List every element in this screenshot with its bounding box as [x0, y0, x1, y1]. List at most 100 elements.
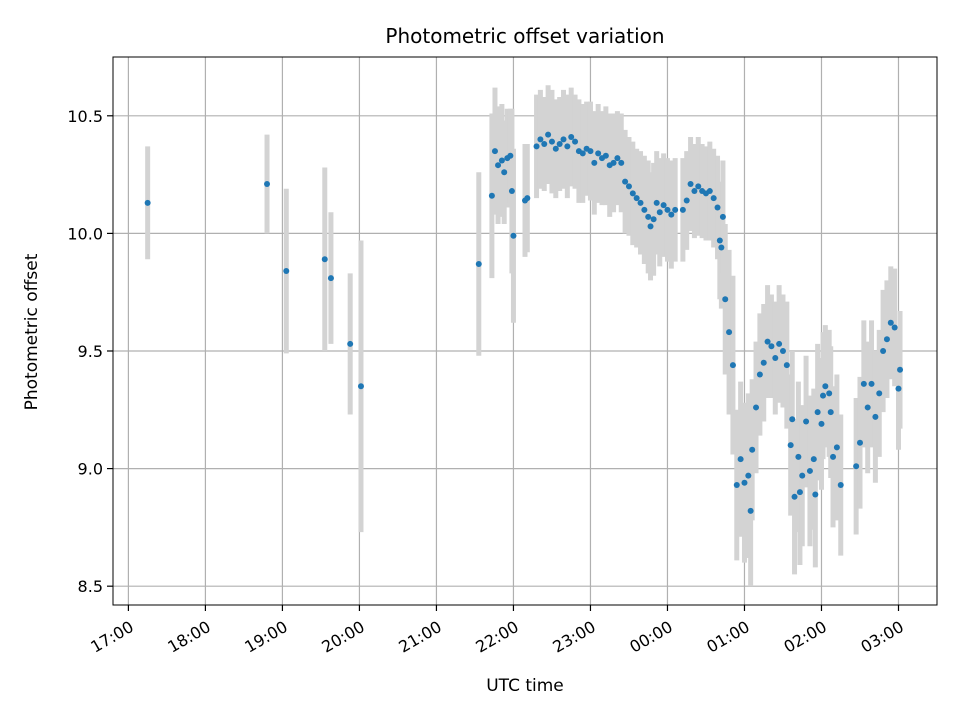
data-point — [830, 453, 837, 460]
data-point — [475, 260, 482, 267]
data-point — [799, 472, 806, 479]
data-point — [695, 183, 702, 190]
data-point — [833, 444, 840, 451]
data-point — [622, 178, 629, 185]
data-point — [783, 362, 790, 369]
data-point — [787, 442, 794, 449]
data-point — [602, 152, 609, 159]
data-point — [764, 338, 771, 345]
data-point — [564, 143, 571, 150]
data-point — [579, 150, 586, 157]
data-point — [641, 206, 648, 213]
data-point — [860, 380, 867, 387]
data-point — [806, 467, 813, 474]
data-point — [737, 456, 744, 463]
data-point — [510, 232, 517, 239]
data-point — [637, 199, 644, 206]
data-point — [826, 390, 833, 397]
data-point — [672, 206, 679, 213]
data-point — [718, 244, 725, 251]
data-point — [321, 256, 328, 263]
data-point — [587, 148, 594, 155]
data-point — [796, 489, 803, 496]
chart-title: Photometric offset variation — [385, 24, 664, 48]
data-point — [768, 343, 775, 350]
data-point — [887, 319, 894, 326]
data-point — [880, 347, 887, 354]
data-point — [656, 209, 663, 216]
data-point — [524, 195, 531, 202]
data-point — [795, 453, 802, 460]
data-point — [508, 188, 515, 195]
y-tick-label: 8.5 — [78, 577, 103, 596]
data-point — [837, 482, 844, 489]
data-point — [756, 371, 763, 378]
data-point — [779, 347, 786, 354]
data-point — [818, 420, 825, 427]
data-point — [803, 418, 810, 425]
data-point — [327, 275, 334, 282]
data-point — [660, 202, 667, 209]
data-point — [610, 159, 617, 166]
data-point — [533, 143, 540, 150]
data-point — [827, 409, 834, 416]
y-tick-label: 9.5 — [78, 342, 103, 361]
data-point — [726, 329, 733, 336]
data-point — [745, 472, 752, 479]
data-point — [560, 136, 567, 143]
data-point — [791, 493, 798, 500]
data-point — [729, 362, 736, 369]
data-point — [552, 145, 559, 152]
data-point — [820, 392, 827, 399]
data-point — [283, 268, 290, 275]
data-point — [716, 237, 723, 244]
data-point — [710, 195, 717, 202]
data-point — [683, 197, 690, 204]
data-point — [719, 213, 726, 220]
data-point — [572, 138, 579, 145]
data-point — [568, 133, 575, 140]
data-point — [614, 155, 621, 162]
data-point — [753, 404, 760, 411]
data-point — [357, 383, 364, 390]
data-point — [706, 188, 713, 195]
data-point — [897, 366, 904, 373]
y-tick-label: 9.0 — [78, 460, 103, 479]
data-point — [812, 491, 819, 498]
data-point — [733, 482, 740, 489]
data-point — [776, 340, 783, 347]
data-point — [653, 199, 660, 206]
data-point — [495, 162, 502, 169]
data-point — [749, 446, 756, 453]
data-point — [618, 159, 625, 166]
data-point — [645, 213, 652, 220]
data-point — [556, 141, 563, 148]
data-point — [895, 385, 902, 392]
data-point — [144, 199, 151, 206]
data-point — [347, 340, 354, 347]
data-point — [876, 390, 883, 397]
data-point — [664, 206, 671, 213]
data-point — [789, 416, 796, 423]
data-point — [647, 223, 654, 230]
data-point — [691, 188, 698, 195]
data-point — [537, 136, 544, 143]
data-point — [872, 413, 879, 420]
x-axis-label: UTC time — [486, 676, 564, 696]
plot-frame — [112, 56, 938, 606]
data-point — [591, 159, 598, 166]
data-point — [629, 190, 636, 197]
data-point — [853, 463, 860, 470]
data-point — [488, 192, 495, 199]
data-point — [548, 138, 555, 145]
data-point — [498, 157, 505, 164]
data-point — [595, 150, 602, 157]
data-point — [822, 383, 829, 390]
data-point — [625, 183, 632, 190]
data-point — [760, 359, 767, 366]
y-tick-label: 10.5 — [67, 107, 103, 126]
data-point — [810, 456, 817, 463]
data-point — [491, 148, 498, 155]
data-point — [864, 404, 871, 411]
data-point — [747, 507, 754, 514]
